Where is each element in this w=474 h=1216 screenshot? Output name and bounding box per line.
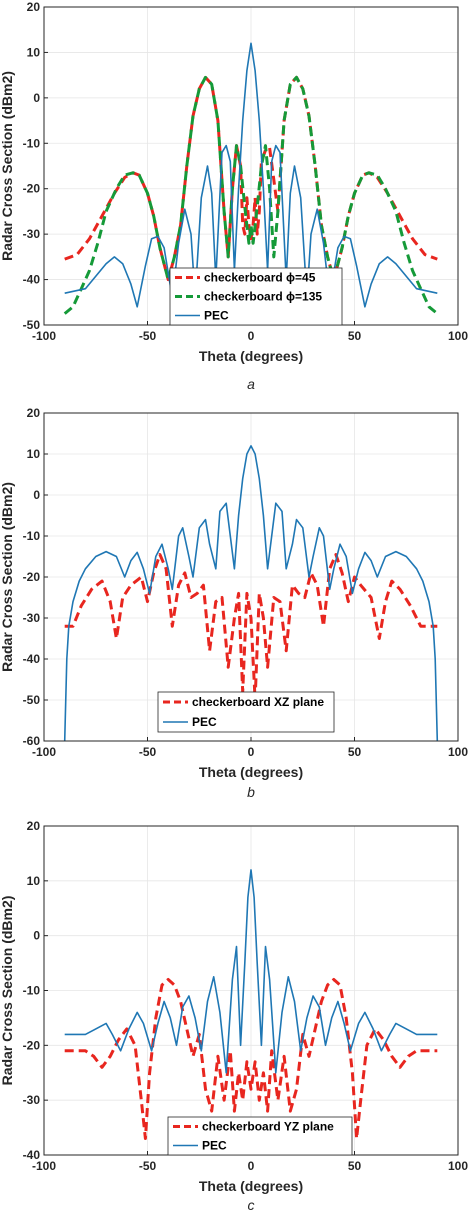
y-tick-label: -40 (23, 273, 41, 287)
series-line-0 (64, 978, 438, 1140)
x-tick-label: 0 (248, 1159, 255, 1173)
y-tick-label: -40 (23, 1148, 41, 1162)
y-axis-label: Radar Cross Section (dBm2) (0, 896, 15, 1086)
y-tick-label: 20 (27, 406, 41, 420)
legend-label: checkerboard YZ plane (202, 1120, 334, 1134)
y-tick-label: -10 (23, 529, 41, 543)
subfigure-label: b (247, 784, 255, 800)
legend-box (157, 691, 335, 733)
x-axis-label: Theta (degrees) (199, 764, 303, 780)
subfigure-label: a (247, 376, 255, 392)
y-tick-label: 10 (27, 874, 41, 888)
x-tick-label: 50 (348, 329, 362, 343)
x-tick-label: 100 (448, 745, 468, 759)
chart-panel-b: -100 -50 0 50 10020100-10-20-30-40-50-60Thet… (0, 406, 468, 800)
series-line-2 (64, 42, 438, 308)
y-tick-label: -30 (23, 611, 41, 625)
y-tick-label: -40 (23, 652, 41, 666)
x-tick-label: 100 (448, 1159, 468, 1173)
y-tick-label: -10 (23, 984, 41, 998)
x-tick-label: -100 (32, 1159, 56, 1173)
y-tick-label: 20 (27, 0, 41, 14)
y-axis-label: Radar Cross Section (dBm2) (0, 71, 15, 261)
x-axis-label: Theta (degrees) (199, 348, 303, 364)
subfigure-label: c (248, 1197, 255, 1213)
series-line-0 (64, 553, 438, 702)
y-tick-label: 0 (33, 91, 40, 105)
legend-label: checkerboard ϕ=135 (204, 290, 322, 304)
y-tick-label: 10 (27, 447, 41, 461)
series-line-1 (63, 445, 439, 741)
y-tick-label: -60 (23, 734, 41, 748)
legend: checkerboard XZ plane PEC (157, 691, 335, 733)
x-axis-label: Theta (degrees) (199, 1178, 303, 1194)
y-tick-label: 10 (27, 45, 41, 59)
y-tick-label: -10 (23, 136, 41, 150)
x-tick-label: 50 (348, 745, 362, 759)
x-tick-label: -100 (32, 329, 56, 343)
legend-label: PEC (192, 715, 217, 729)
y-axis-label: Radar Cross Section (dBm2) (0, 482, 15, 672)
y-tick-label: -20 (23, 570, 41, 584)
y-tick-label: -20 (23, 1038, 41, 1052)
x-tick-label: 50 (348, 1159, 362, 1173)
y-tick-label: -30 (23, 1093, 41, 1107)
legend-label: checkerboard ϕ=45 (204, 271, 316, 285)
y-tick-label: 0 (33, 929, 40, 943)
y-tick-label: -20 (23, 182, 41, 196)
y-tick-label: -50 (23, 693, 41, 707)
series-line-1 (64, 869, 438, 1074)
legend-box (167, 1116, 353, 1156)
y-tick-label: -30 (23, 227, 41, 241)
legend-label: PEC (202, 1139, 227, 1153)
y-tick-label: -50 (23, 318, 41, 332)
x-tick-label: 0 (248, 329, 255, 343)
x-tick-label: 0 (248, 745, 255, 759)
legend-label: PEC (204, 309, 229, 323)
x-tick-label: 100 (448, 329, 468, 343)
x-tick-label: -50 (139, 329, 157, 343)
legend-label: checkerboard XZ plane (192, 695, 324, 709)
x-tick-label: -50 (139, 1159, 157, 1173)
y-tick-label: 0 (33, 488, 40, 502)
y-tick-label: 20 (27, 819, 41, 833)
legend: checkerboard YZ plane PEC (167, 1116, 353, 1156)
x-tick-label: -100 (32, 745, 56, 759)
legend: checkerboard ϕ=45 checkerboard ϕ=135 PEC (169, 267, 343, 326)
x-tick-label: -50 (139, 745, 157, 759)
